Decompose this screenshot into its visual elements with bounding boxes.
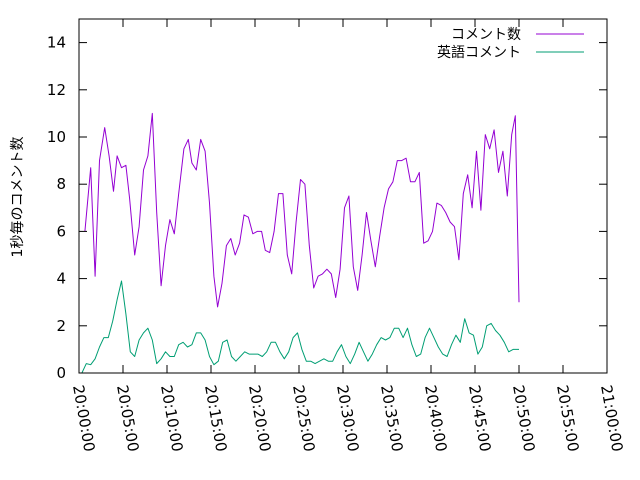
series-line-2 [81, 280, 519, 374]
legend-label-1: コメント数 [451, 27, 521, 43]
series-line-1 [84, 112, 520, 308]
y-tick-label: 10 [47, 128, 66, 146]
y-tick-label: 0 [56, 364, 66, 382]
y-tick-label: 8 [56, 175, 66, 193]
y-tick-label: 14 [47, 34, 66, 52]
y-tick-label: 4 [56, 270, 66, 288]
y-axis-title: 1秒毎のコメント数 [10, 137, 26, 258]
y-tick-label: 12 [47, 81, 66, 99]
series-layer [81, 112, 520, 374]
y-tick-label: 6 [56, 222, 66, 240]
legend-label-2: 英語コメント [437, 44, 521, 61]
y-tick-label: 2 [56, 317, 66, 335]
